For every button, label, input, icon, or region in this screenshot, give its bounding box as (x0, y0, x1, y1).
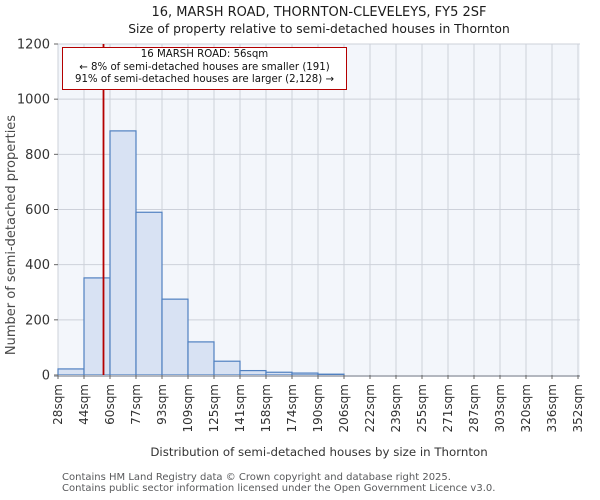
x-tick-label: 125sqm (207, 384, 221, 432)
x-tick-label: 287sqm (467, 384, 481, 432)
x-tick-label: 77sqm (129, 384, 143, 425)
x-tick-label: 222sqm (363, 384, 377, 432)
x-tick-label: 141sqm (233, 384, 247, 432)
histogram-bar-190sqm (317, 373, 345, 376)
footer-line1: Contains HM Land Registry data © Crown c… (62, 472, 451, 483)
y-tick-label: 800 (25, 148, 50, 163)
x-tick-label: 206sqm (337, 384, 351, 432)
chart-title: 16, MARSH ROAD, THORNTON-CLEVELEYS, FY5 … (151, 5, 487, 20)
y-tick-label: 1000 (17, 93, 50, 108)
y-tick-label: 1200 (17, 38, 50, 53)
histogram-bar-109sqm (187, 341, 215, 376)
y-tick-label: 400 (25, 258, 50, 273)
x-tick-label: 44sqm (77, 384, 91, 425)
x-tick-label: 158sqm (259, 384, 273, 432)
y-tick-label: 600 (25, 203, 50, 218)
histogram-bar-174sqm (291, 372, 319, 376)
x-tick-label: 174sqm (285, 384, 299, 432)
histogram-bar-28sqm (57, 368, 85, 376)
x-axis-title: Distribution of semi-detached houses by … (150, 445, 488, 459)
annotation-line2: ← 8% of semi-detached houses are smaller… (79, 61, 330, 73)
x-tick-label: 93sqm (155, 384, 169, 425)
chart-subtitle: Size of property relative to semi-detach… (128, 22, 510, 36)
x-tick-label: 352sqm (571, 384, 585, 432)
x-tick-label: 109sqm (181, 384, 195, 432)
x-tick-label: 255sqm (415, 384, 429, 432)
x-tick-label: 60sqm (103, 384, 117, 425)
x-tick-label: 336sqm (545, 384, 559, 432)
footer-line2: Contains public sector information licen… (62, 483, 496, 494)
histogram-bar-93sqm (161, 298, 189, 376)
histogram-bar-125sqm (213, 360, 241, 376)
annotation-line3: 91% of semi-detached houses are larger (… (74, 74, 335, 86)
histogram-bar-44sqm (83, 277, 111, 376)
attribution-footer: Contains HM Land Registry data © Crown c… (62, 472, 495, 494)
x-tick-label: 303sqm (493, 384, 507, 432)
y-tick-label: 0 (42, 369, 50, 384)
annotation-line1: 16 MARSH ROAD: 56sqm (140, 49, 269, 60)
y-tick-label: 200 (25, 313, 50, 328)
marker-annotation-box: 16 MARSH ROAD: 56sqm ← 8% of semi-detach… (62, 47, 347, 90)
histogram-bar-77sqm (135, 211, 163, 376)
histogram-bar-141sqm (239, 369, 267, 376)
x-tick-label: 271sqm (441, 384, 455, 432)
histogram-bar-158sqm (265, 371, 293, 376)
x-tick-label: 28sqm (51, 384, 65, 425)
x-tick-label: 190sqm (311, 384, 325, 432)
y-axis-label: Number of semi-detached properties (4, 115, 19, 355)
x-tick-label: 320sqm (519, 384, 533, 432)
histogram-bar-60sqm (109, 130, 137, 376)
x-tick-label: 239sqm (389, 384, 403, 432)
